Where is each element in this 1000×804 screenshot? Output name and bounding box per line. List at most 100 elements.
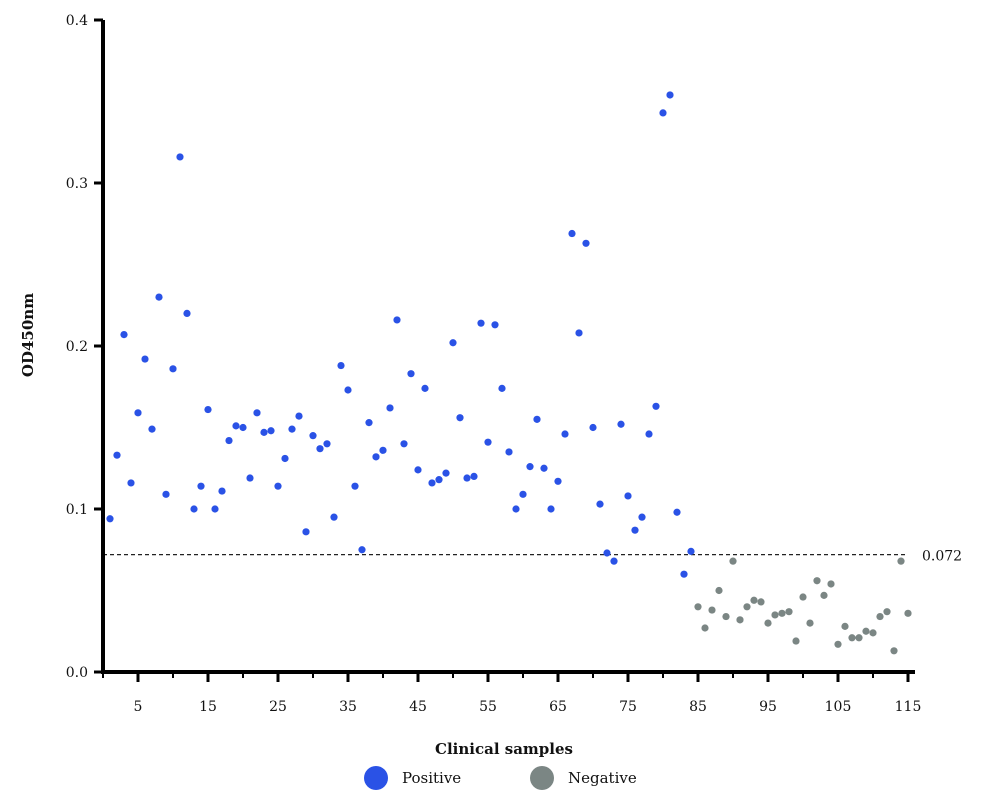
negative-point — [778, 609, 786, 617]
positive-point — [393, 316, 401, 324]
positive-point — [421, 384, 429, 392]
positive-point — [386, 404, 394, 412]
x-tick-label: 75 — [619, 699, 637, 715]
positive-point — [302, 528, 310, 536]
positive-point — [540, 464, 548, 472]
negative-point — [806, 619, 814, 627]
negative-point — [792, 637, 800, 645]
positive-point — [253, 409, 261, 417]
positive-point — [526, 463, 534, 471]
x-tick-label: 35 — [339, 699, 357, 715]
positive-point — [204, 405, 212, 414]
positive-point — [554, 477, 562, 485]
cutoff-label: 0.072 — [922, 549, 962, 565]
positive-point — [106, 515, 114, 523]
positive-point — [316, 445, 324, 453]
positive-point — [463, 474, 471, 482]
positive-point — [617, 420, 625, 428]
legend-item-positive: Positive — [364, 766, 461, 790]
negative-point — [848, 634, 856, 642]
negative-point — [785, 608, 793, 616]
positive-point — [309, 432, 317, 440]
positive-point — [246, 474, 254, 482]
positive-point — [344, 386, 352, 394]
positive-point — [372, 453, 380, 461]
positive-point — [407, 370, 415, 378]
positive-point — [512, 505, 520, 513]
positive-point — [624, 492, 632, 500]
negative-point — [750, 596, 758, 604]
positive-point — [337, 361, 345, 370]
positive-point — [351, 482, 359, 490]
positive-point — [162, 490, 170, 498]
negative-point — [813, 577, 821, 585]
positive-point — [456, 414, 464, 422]
positive-point — [197, 482, 205, 490]
positive-point — [141, 355, 149, 363]
positive-point — [295, 412, 303, 420]
positive-point — [134, 409, 142, 417]
negative-point — [862, 627, 870, 635]
cutoff-layer: 0.072 — [103, 549, 962, 565]
positive-point — [190, 505, 198, 513]
y-tick-label: 0.3 — [66, 176, 88, 192]
negative-point — [694, 603, 702, 611]
negative-point — [729, 557, 737, 565]
legend-item-negative: Negative — [530, 766, 637, 790]
positive-point — [267, 427, 275, 435]
negative-point — [757, 598, 765, 606]
y-tick-label: 0.0 — [66, 665, 88, 681]
positive-point — [638, 513, 646, 521]
negative-point — [799, 593, 807, 601]
ticks-layer: 0.0 0.1 0.2 0.3 0.4 5 15 25 35 45 55 65 75 85 95 105 115 — [66, 13, 922, 715]
negative-point — [904, 609, 912, 617]
positive-point — [582, 239, 590, 247]
legend: Positive Negative — [0, 766, 1000, 800]
negative-point — [834, 640, 842, 648]
negative-point — [841, 622, 849, 630]
positive-point — [274, 482, 282, 490]
positive-point — [631, 526, 639, 534]
positive-point — [113, 451, 121, 459]
positive-point — [218, 487, 226, 495]
negative-point — [743, 603, 751, 611]
legend-label-positive: Positive — [402, 769, 462, 787]
positive-point — [239, 423, 247, 432]
negative-point — [883, 608, 891, 616]
positive-point — [442, 469, 450, 477]
positive-point — [498, 384, 506, 392]
x-tick-label: 25 — [269, 699, 287, 715]
positive-point — [666, 91, 674, 99]
positive-point — [589, 423, 597, 432]
positive-point — [169, 365, 177, 373]
positive-point — [505, 448, 513, 456]
negative-point — [736, 616, 744, 624]
positive-point — [127, 479, 135, 487]
negative-point — [876, 612, 884, 621]
x-tick-label: 105 — [825, 699, 852, 715]
positive-point — [477, 319, 485, 327]
x-tick-label: 15 — [199, 699, 217, 715]
positive-point — [400, 440, 408, 448]
positive-point — [120, 330, 128, 339]
positive-point — [449, 339, 457, 347]
x-tick-label: 65 — [549, 699, 567, 715]
legend-label-negative: Negative — [568, 769, 637, 787]
negative-point — [715, 586, 723, 595]
positive-point — [414, 466, 422, 474]
positive-point — [148, 425, 156, 433]
negative-point — [890, 647, 898, 655]
y-tick-label: 0.2 — [66, 339, 88, 355]
positive-point — [547, 505, 555, 513]
positive-point — [645, 430, 653, 438]
positive-point — [176, 153, 184, 161]
positive-point — [575, 329, 583, 337]
x-tick-label: 115 — [895, 699, 922, 715]
negative-point — [869, 629, 877, 637]
x-tick-label: 95 — [759, 699, 777, 715]
positive-point — [568, 229, 576, 238]
x-tick-label: 85 — [689, 699, 707, 715]
negative-point — [722, 612, 730, 621]
x-axis-title: Clinical samples — [435, 740, 573, 758]
